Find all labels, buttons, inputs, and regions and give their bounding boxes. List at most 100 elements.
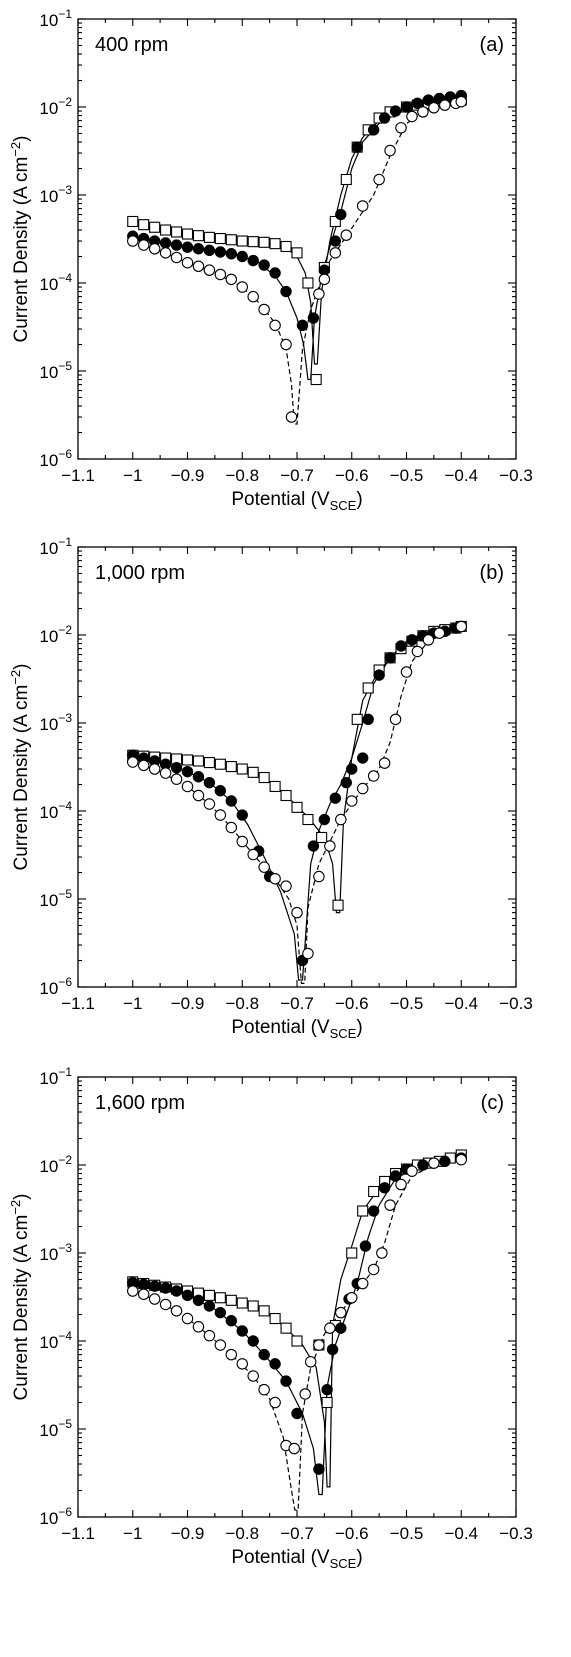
panel-1: −1.1 −1 −0.9 −0.8 −0.7 −0.6 −0.5 −0.4 −0.3 10−6 10… bbox=[8, 535, 533, 1041]
x-tick-label: −0.5 bbox=[390, 1524, 424, 1543]
series-2-point bbox=[356, 782, 369, 795]
series-0-point bbox=[291, 247, 303, 259]
series-1-point bbox=[395, 640, 407, 652]
panel-2: −1.1 −1 −0.9 −0.8 −0.7 −0.6 −0.5 −0.4 −0.3 10−6 10… bbox=[8, 1065, 533, 1571]
series-2-point bbox=[203, 264, 216, 276]
series-2-point bbox=[356, 1277, 369, 1290]
series-2-point bbox=[137, 1288, 150, 1300]
series-1-point bbox=[192, 1294, 205, 1307]
series-1-point bbox=[329, 792, 342, 804]
series-1-point bbox=[378, 1182, 391, 1194]
series-1-point bbox=[159, 1282, 172, 1294]
series-1-point bbox=[313, 1463, 325, 1475]
series-1-point bbox=[203, 244, 216, 257]
series-1-point bbox=[329, 235, 342, 247]
series-0-point bbox=[138, 219, 150, 231]
x-tick-label: −0.8 bbox=[225, 466, 259, 485]
series-0-point bbox=[332, 899, 344, 911]
y-tick-label: 10−3 bbox=[39, 183, 72, 206]
series-2-point bbox=[127, 1285, 139, 1297]
y-tick-label: 10−6 bbox=[39, 975, 72, 998]
series-1-point bbox=[236, 250, 248, 263]
series-0-point bbox=[203, 1289, 215, 1301]
x-tick-label: −0.7 bbox=[280, 994, 314, 1013]
series-2-point bbox=[291, 906, 303, 919]
series-0-point bbox=[280, 1322, 292, 1334]
series-2-point bbox=[395, 1178, 407, 1191]
series-0-point bbox=[258, 236, 270, 248]
x-tick-label: −1.1 bbox=[61, 994, 95, 1013]
series-2-point bbox=[137, 239, 150, 251]
condition-label: 400 rpm bbox=[95, 34, 168, 56]
x-tick-label: −0.3 bbox=[499, 1524, 533, 1543]
series-0-point bbox=[269, 1312, 281, 1325]
series-2-point bbox=[269, 1396, 281, 1409]
series-0-point bbox=[247, 766, 259, 778]
series-2-point bbox=[455, 620, 467, 633]
condition-label: 1,600 rpm bbox=[95, 1092, 185, 1114]
series-0-point bbox=[340, 173, 352, 186]
panel-label: (b) bbox=[480, 562, 504, 584]
series-2-point bbox=[455, 1153, 467, 1166]
x-axis-label: Potential (VSCE) bbox=[231, 1017, 362, 1041]
series-2-point bbox=[247, 1370, 259, 1382]
series-0-point bbox=[236, 763, 248, 775]
series-2-point bbox=[170, 251, 183, 264]
panel-label: (a) bbox=[480, 34, 504, 56]
series-1-point bbox=[400, 101, 413, 113]
series-0-point bbox=[321, 1396, 333, 1409]
series-1-point bbox=[335, 208, 347, 221]
series-2-point bbox=[214, 268, 227, 281]
series-2-point bbox=[225, 1348, 238, 1361]
series-1-point bbox=[225, 1315, 238, 1327]
series-2-point bbox=[313, 288, 325, 300]
y-tick-label: 10−3 bbox=[39, 711, 72, 734]
y-tick-label: 10−4 bbox=[39, 799, 72, 822]
series-1-point bbox=[148, 1280, 161, 1292]
series-0-point bbox=[310, 373, 322, 386]
y-axis-label: Current Density (A cm−2) bbox=[8, 136, 32, 343]
series-0-point bbox=[181, 228, 194, 240]
series-2-point bbox=[302, 947, 314, 960]
series-2-point bbox=[356, 200, 369, 212]
series-2-point bbox=[181, 256, 194, 269]
series-1-point bbox=[389, 1170, 402, 1182]
x-tick-label: −0.4 bbox=[444, 994, 478, 1013]
series-2-point bbox=[395, 122, 407, 134]
series-1-point bbox=[203, 1300, 216, 1312]
x-tick-label: −0.5 bbox=[390, 994, 424, 1013]
series-1-point bbox=[203, 776, 216, 789]
series-1-point bbox=[280, 1375, 292, 1387]
series-0-point bbox=[302, 813, 314, 826]
panel-0: −1.1 −1 −0.9 −0.8 −0.7 −0.6 −0.5 −0.4 −0.3 10−6 10… bbox=[8, 7, 533, 513]
y-tick-label: 10−2 bbox=[39, 1153, 72, 1176]
series-1-point bbox=[225, 795, 238, 807]
x-tick-label: −0.8 bbox=[225, 994, 259, 1013]
x-tick-label: −0.9 bbox=[171, 1524, 205, 1543]
series-1-point bbox=[280, 285, 292, 298]
series-2-point bbox=[236, 835, 249, 848]
series-0-point bbox=[149, 221, 161, 233]
series-0-point bbox=[247, 1300, 259, 1312]
series-0-point bbox=[192, 230, 204, 242]
series-1-point bbox=[384, 652, 396, 664]
series-0-point bbox=[171, 226, 183, 238]
series-1-point bbox=[367, 124, 380, 136]
series-1-point bbox=[357, 752, 369, 764]
series-2-point bbox=[299, 1388, 311, 1400]
series-0-point bbox=[236, 1297, 248, 1309]
x-tick-label: −0.7 bbox=[280, 466, 314, 485]
series-2-point bbox=[203, 798, 216, 810]
series-2-point bbox=[417, 106, 429, 118]
y-tick-label: 10−2 bbox=[39, 95, 72, 118]
series-2-point bbox=[285, 411, 298, 423]
x-axis-label: Potential (VSCE) bbox=[231, 1547, 362, 1571]
x-tick-label: −0.3 bbox=[499, 466, 533, 485]
series-0-point bbox=[225, 234, 237, 246]
x-tick-label: −0.6 bbox=[335, 994, 369, 1013]
series-1-point bbox=[296, 319, 309, 332]
x-tick-label: −0.8 bbox=[225, 1524, 259, 1543]
series-1-point bbox=[225, 248, 238, 260]
series-0-point bbox=[346, 1247, 358, 1259]
series-0-point bbox=[225, 760, 237, 773]
